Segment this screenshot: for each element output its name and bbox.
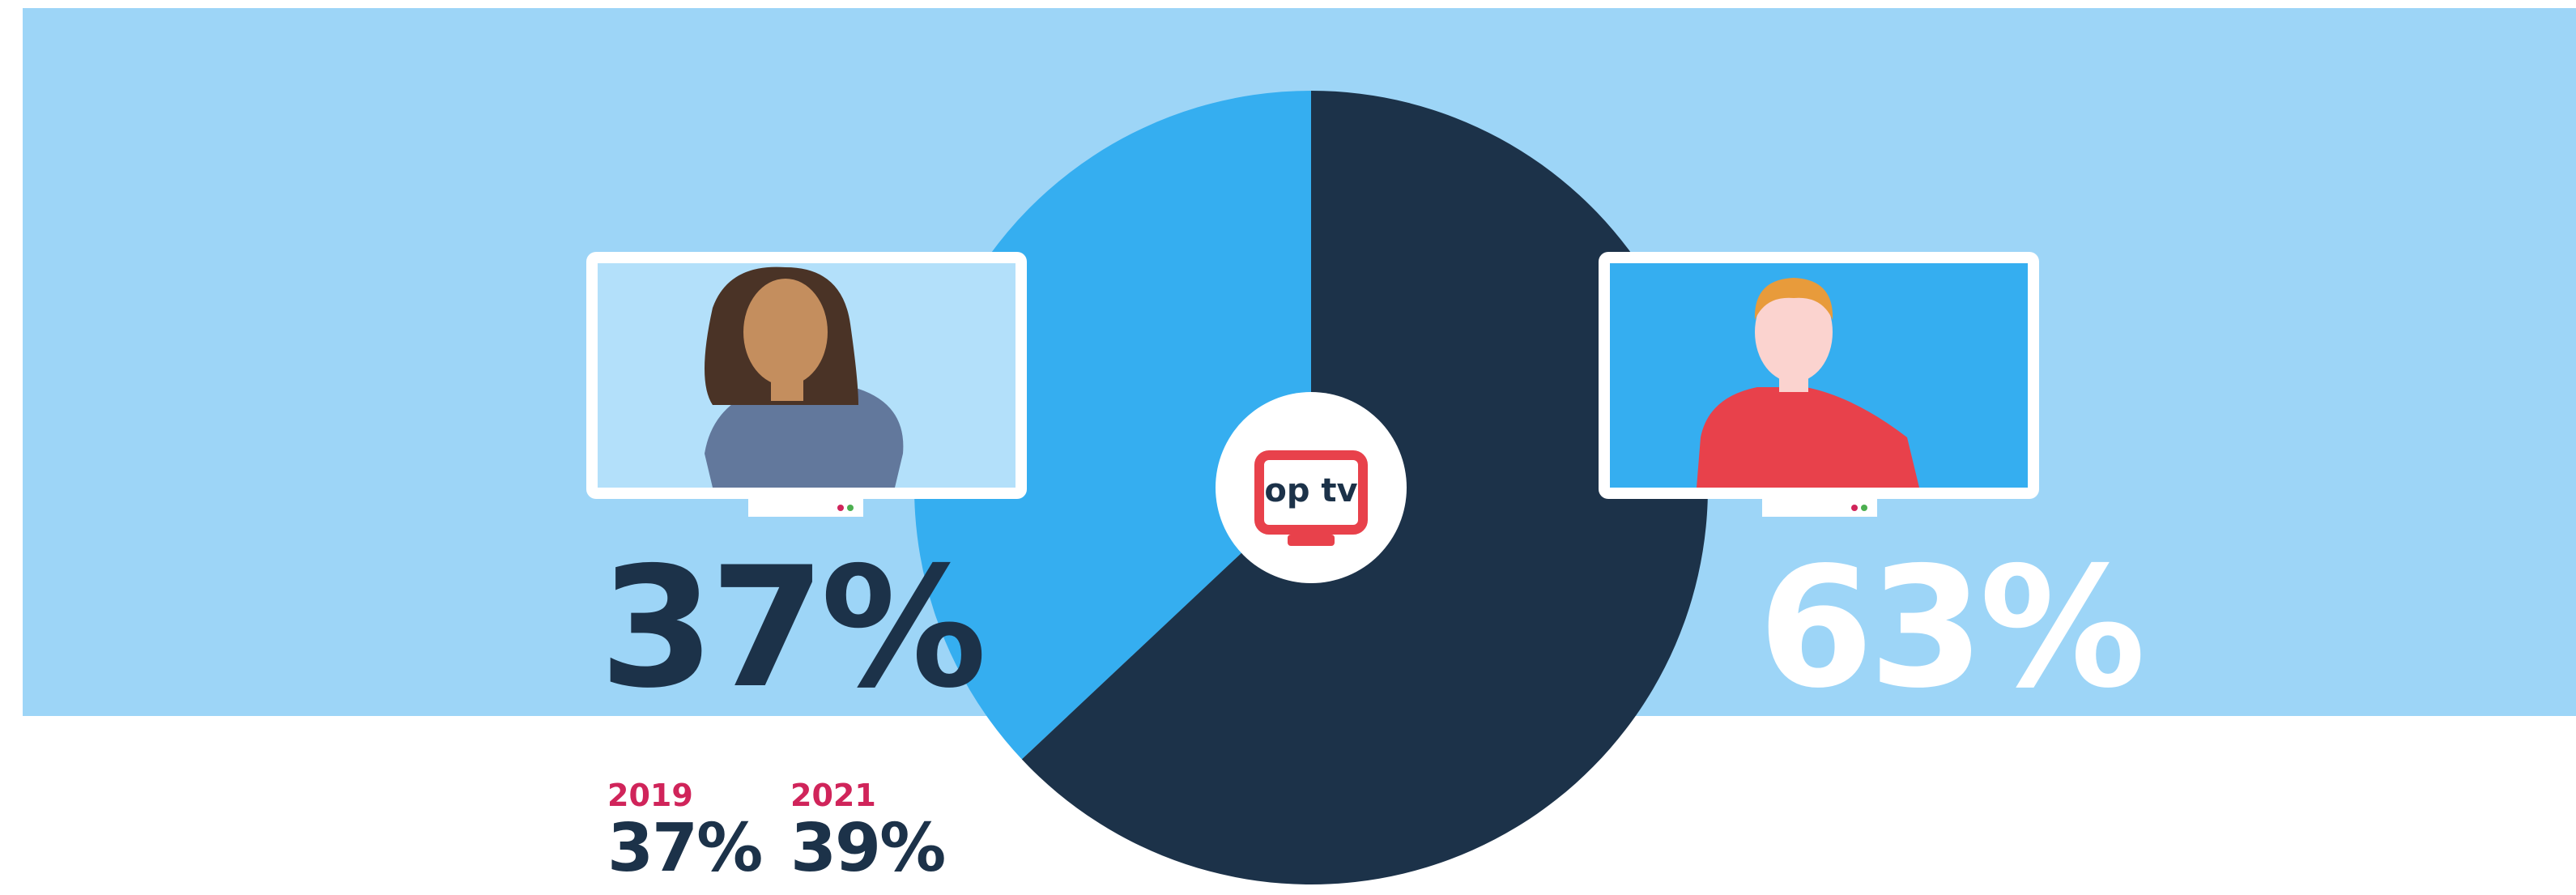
value-label: 63%: [1758, 532, 2141, 725]
history-value: 39%: [790, 810, 944, 887]
left-tv: [586, 252, 1027, 517]
logo-text: op tv: [1264, 472, 1357, 509]
history-year: 2021: [790, 778, 876, 813]
value-label: 37%: [599, 532, 982, 725]
history-value: 37%: [607, 810, 761, 887]
logo-badge: op tv: [1216, 392, 1407, 583]
history-year: 2019: [607, 778, 693, 813]
right-tv: [1599, 252, 2039, 517]
